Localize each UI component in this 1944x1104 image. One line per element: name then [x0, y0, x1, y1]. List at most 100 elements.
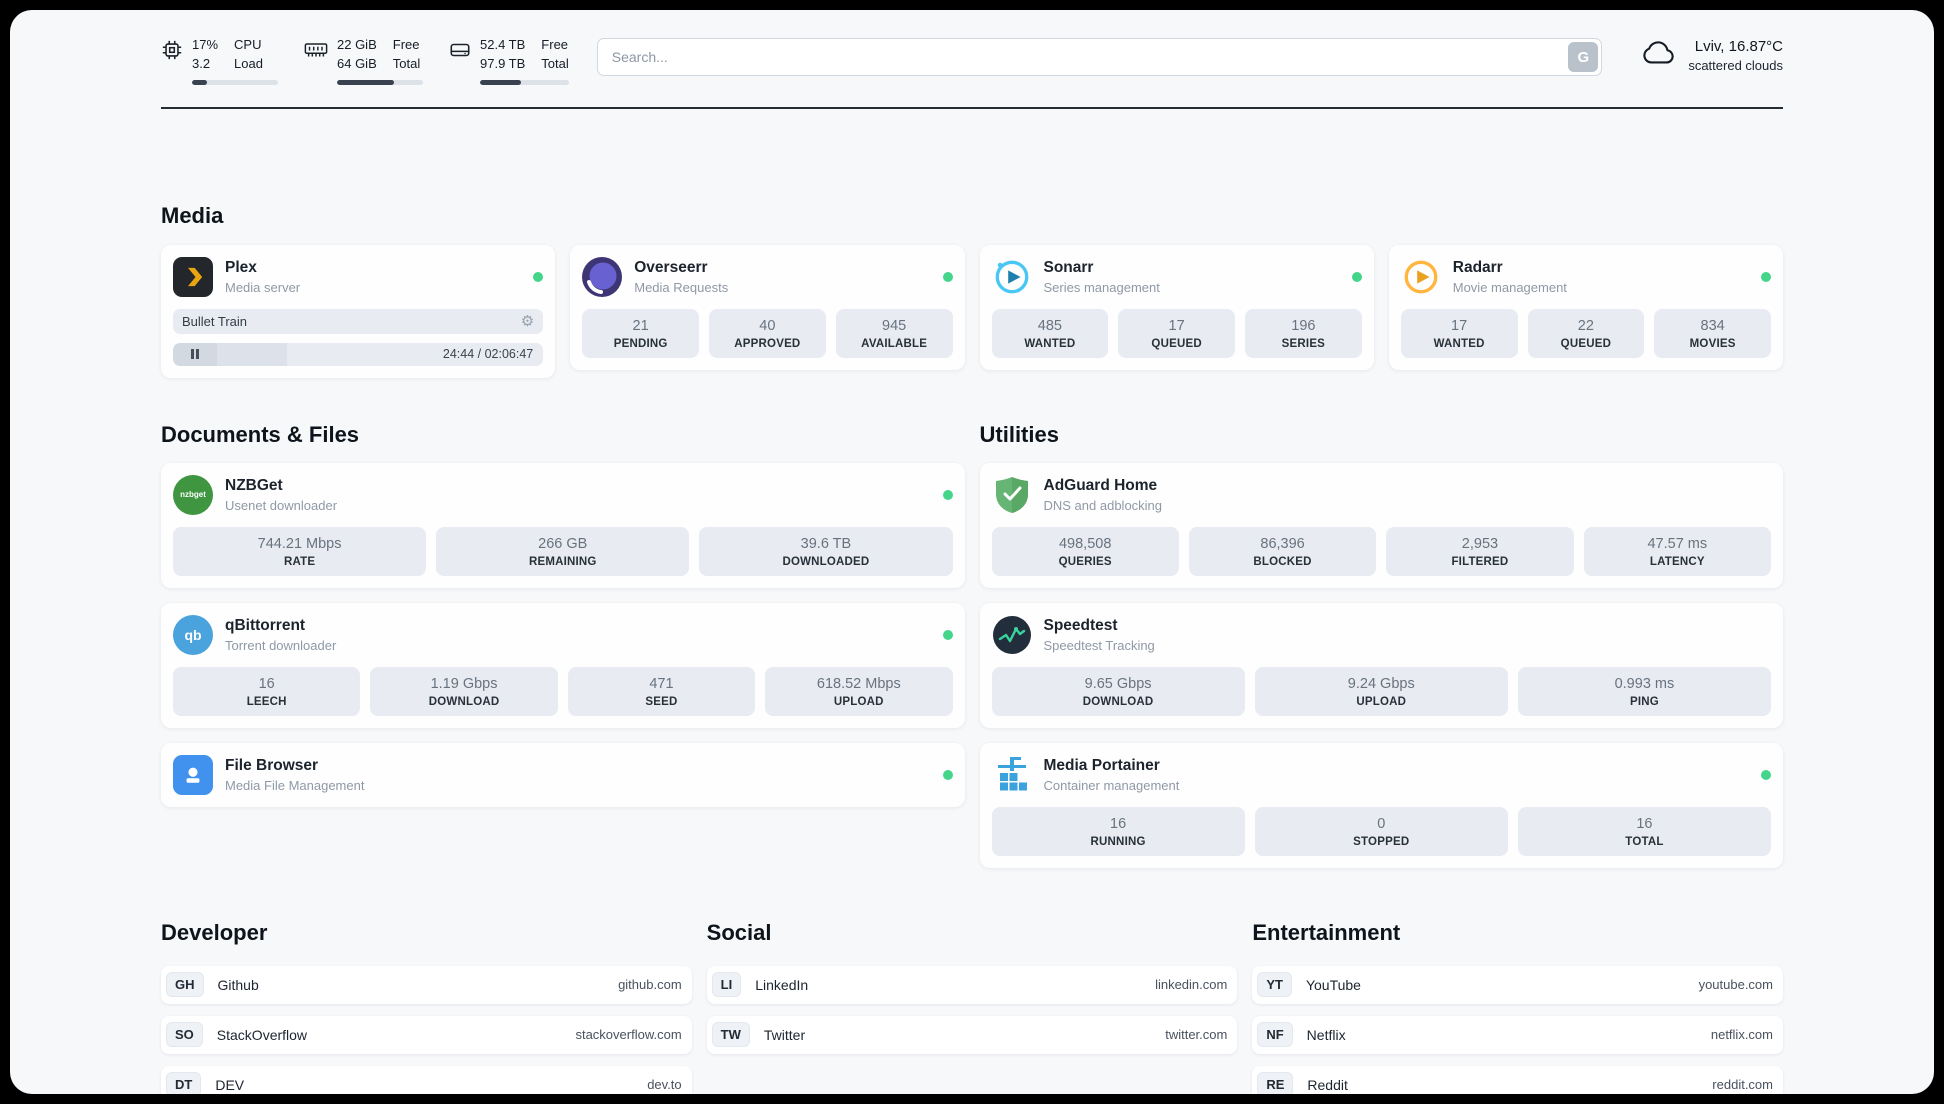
bookmark-github[interactable]: GH Github github.com	[161, 965, 692, 1004]
app-name: AdGuard Home	[1043, 476, 1158, 494]
disk-total-value: 97.9 TB	[480, 55, 526, 71]
bookmark-abbr: GH	[166, 972, 204, 998]
cpu-usage-bar	[192, 79, 278, 85]
bookmark-linkedin[interactable]: LI LinkedIn linkedin.com	[706, 965, 1238, 1004]
bookmark-youtube[interactable]: YT YouTube youtube.com	[1252, 965, 1783, 1004]
bookmark-abbr: TW	[711, 1022, 750, 1048]
bookmark-stackoverflow[interactable]: SO StackOverflow stackoverflow.com	[161, 1015, 692, 1054]
radarr-stats: 17 WANTED 22 QUEUED 834 MOVIES	[1400, 308, 1771, 358]
ram-icon	[304, 39, 328, 85]
sonarr-icon	[992, 257, 1032, 297]
documents-section-title: Documents & Files	[161, 421, 360, 447]
overseerr-icon	[582, 256, 623, 297]
bookmark-twitter[interactable]: TW Twitter twitter.com	[706, 1015, 1238, 1054]
stat-value: 9.65 Gbps	[1084, 675, 1152, 692]
radarr-icon	[1401, 257, 1441, 297]
pause-button[interactable]	[173, 342, 217, 366]
stat-tile: 744.21 Mbps RATE	[173, 526, 427, 576]
status-dot	[942, 629, 953, 640]
disk-usage-bar	[480, 79, 569, 85]
stat-value: 16	[1110, 815, 1127, 832]
stat-tile: 22 QUEUED	[1527, 308, 1645, 358]
search-engine-button[interactable]: G	[1568, 42, 1599, 72]
progress-fill	[217, 342, 288, 366]
stat-label: UPLOAD	[833, 695, 884, 708]
radarr-card[interactable]: Radarr Movie management 17 WANTED 22 QUEUE…	[1388, 244, 1783, 370]
stat-label: TOTAL	[1625, 835, 1664, 848]
stat-value: 196	[1291, 317, 1316, 334]
system-metrics: 17% 3.2 CPU Load	[161, 36, 569, 85]
stat-label: RUNNING	[1090, 835, 1146, 848]
stat-label: MOVIES	[1689, 337, 1736, 350]
stat-tile: 2,953 FILTERED	[1386, 526, 1574, 576]
stat-value: 47.57 ms	[1647, 535, 1708, 552]
stat-value: 86,396	[1260, 535, 1305, 552]
playback-progress-bar[interactable]: 24:44 / 02:06:47	[173, 342, 544, 366]
filebrowser-icon	[173, 754, 213, 795]
stat-tile: 1.19 Gbps DOWNLOAD	[370, 666, 558, 716]
bookmark-dev[interactable]: DT DEV dev.to	[161, 1065, 692, 1094]
portainer-card[interactable]: Media Portainer Container management 16 R…	[979, 742, 1783, 868]
search-input[interactable]	[596, 38, 1603, 76]
media-section-title: Media	[161, 202, 224, 228]
stat-tile: 266 GB REMAINING	[436, 526, 690, 576]
stat-tile: 39.6 TB DOWNLOADED	[699, 526, 953, 576]
ram-total-value: 64 GiB	[337, 55, 377, 71]
bookmark-name: Reddit	[1307, 1076, 1348, 1093]
stat-tile: 945 AVAILABLE	[835, 308, 953, 358]
media-section: Media Plex Media server	[161, 203, 1783, 378]
app-name: Plex	[225, 258, 257, 276]
sonarr-stats: 485 WANTED 17 QUEUED 196 SERIES	[991, 308, 1362, 358]
adguard-icon	[992, 475, 1032, 515]
nzbget-card[interactable]: nzbget NZBGet Usenet downloader 744.21 M…	[161, 462, 965, 588]
stat-label: LATENCY	[1649, 555, 1705, 568]
stat-value: 744.21 Mbps	[257, 535, 342, 552]
stat-value: 39.6 TB	[800, 535, 852, 552]
ram-usage-bar	[337, 79, 423, 85]
stat-tile: 86,396 BLOCKED	[1188, 526, 1377, 576]
plex-icon	[173, 256, 213, 297]
developer-section: Developer GH Github github.com SO StackO…	[161, 920, 692, 1094]
stat-value: 17	[1168, 317, 1185, 334]
disk-free-label: Free	[541, 37, 569, 52]
gear-icon[interactable]: ⚙	[520, 311, 535, 330]
overseerr-stats: 21 PENDING 40 APPROVED 945 AVAILABLE	[582, 308, 953, 358]
overseerr-card[interactable]: Overseerr Media Requests 21 PENDING 40 APP…	[570, 244, 965, 370]
plex-card[interactable]: Plex Media server Bullet Train ⚙	[161, 244, 556, 378]
cpu-usage-fill	[192, 79, 207, 85]
status-dot	[1761, 271, 1771, 282]
app-subtitle: Media Requests	[634, 279, 729, 295]
stat-tile: 471 SEED	[567, 666, 756, 716]
ram-usage-fill	[337, 79, 394, 85]
app-subtitle: Movie management	[1452, 279, 1567, 295]
stat-label: FILTERED	[1451, 555, 1509, 568]
nzbget-stats: 744.21 Mbps RATE 266 GB REMAINING 39.6 TB D…	[173, 526, 953, 576]
sonarr-card[interactable]: Sonarr Series management 485 WANTED 17 QUE…	[979, 244, 1374, 370]
stat-value: 17	[1451, 317, 1468, 334]
qbittorrent-card[interactable]: qb qBittorrent Torrent downloader 16 LEEC…	[161, 602, 965, 728]
bookmark-url: netflix.com	[1710, 1027, 1773, 1043]
stat-tile: 16 TOTAL	[1517, 806, 1772, 856]
adguard-card[interactable]: AdGuard Home DNS and adblocking 498,508 Q…	[979, 462, 1783, 588]
weather-location: Lviv, 16.87°C	[1694, 38, 1783, 55]
playback-time: 24:44 / 02:06:47	[442, 347, 534, 362]
stat-tile: 0 STOPPED	[1254, 806, 1508, 856]
app-name: Sonarr	[1043, 258, 1094, 276]
bookmark-url: dev.to	[647, 1077, 682, 1093]
bookmark-name: Twitter	[763, 1026, 806, 1043]
bookmark-reddit[interactable]: RE Reddit reddit.com	[1252, 1065, 1783, 1094]
bookmark-name: LinkedIn	[755, 976, 809, 993]
stat-tile: 16 RUNNING	[991, 806, 1245, 856]
disk-usage-fill	[480, 79, 521, 85]
stat-label: APPROVED	[734, 337, 801, 350]
cpu-label: CPU	[234, 37, 262, 52]
bookmark-url: twitter.com	[1165, 1027, 1228, 1043]
header-bar: 17% 3.2 CPU Load	[161, 10, 1783, 85]
nzbget-icon: nzbget	[173, 474, 213, 515]
stat-value: 834	[1700, 317, 1725, 334]
filebrowser-card[interactable]: File Browser Media File Management	[161, 742, 965, 807]
speedtest-card[interactable]: Speedtest Speedtest Tracking 9.65 Gbps DO…	[979, 602, 1783, 728]
bookmark-netflix[interactable]: NF Netflix netflix.com	[1252, 1015, 1783, 1054]
bookmark-abbr: SO	[166, 1022, 203, 1048]
app-subtitle: Usenet downloader	[225, 497, 338, 513]
